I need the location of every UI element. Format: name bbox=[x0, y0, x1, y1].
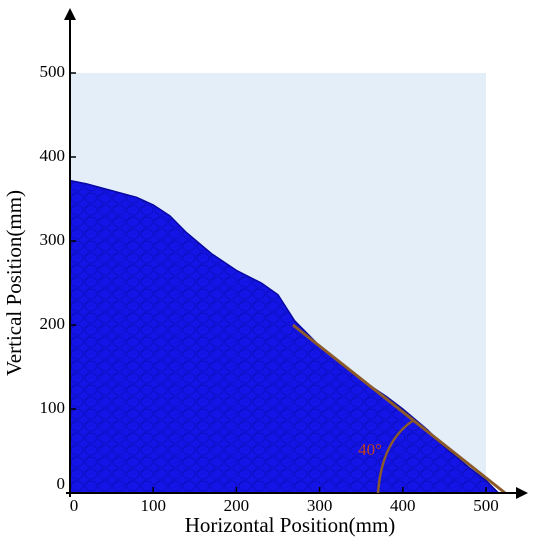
y-tick-label: 300 bbox=[40, 230, 66, 249]
angle-arc bbox=[376, 418, 415, 494]
pile-texture bbox=[70, 180, 499, 493]
x-axis-arrow bbox=[516, 487, 528, 499]
angle-annotation: 40° bbox=[358, 440, 382, 459]
x-tick-label: 400 bbox=[390, 496, 416, 515]
x-axis-title: Horizontal Position(mm) bbox=[185, 513, 396, 537]
x-tick-label: 500 bbox=[473, 496, 499, 515]
y-axis-arrow bbox=[64, 8, 76, 20]
y-tick-label: 200 bbox=[40, 314, 66, 333]
x-tick-label: 300 bbox=[307, 496, 333, 515]
x-tick-label: 100 bbox=[140, 496, 166, 515]
x-tick-label: 200 bbox=[224, 496, 250, 515]
y-tick-label: 400 bbox=[40, 146, 66, 165]
reference-line bbox=[292, 323, 507, 495]
y-tick-label: 0 bbox=[57, 474, 66, 493]
y-tick-label: 100 bbox=[40, 398, 66, 417]
x-tick-label: 0 bbox=[70, 496, 79, 515]
plot-area: 0 100 200 300 400 500 0 100 200 300 400 500 bbox=[40, 8, 528, 515]
y-axis-title: Vertical Position(mm) bbox=[2, 190, 26, 376]
y-tick-label: 500 bbox=[40, 62, 66, 81]
